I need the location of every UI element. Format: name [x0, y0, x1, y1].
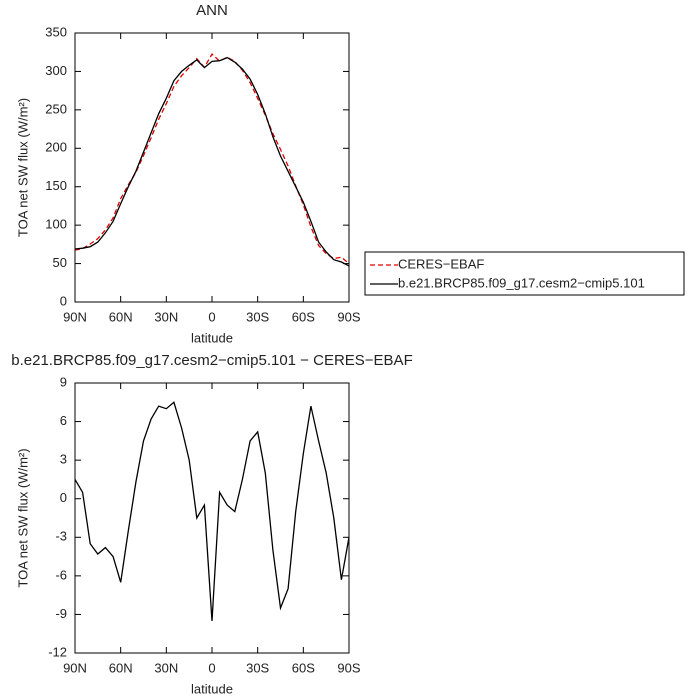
- y-tick-label: 0: [60, 293, 67, 308]
- x-axis-label: latitude: [191, 330, 233, 345]
- x-tick-label: 0: [208, 660, 215, 675]
- y-axis-label: TOA net SW flux (W/m²): [15, 448, 30, 587]
- y-tick-label: 100: [45, 217, 67, 232]
- y-tick-label: -3: [55, 529, 67, 544]
- y-tick-label: -9: [55, 606, 67, 621]
- x-tick-label: 60N: [109, 660, 133, 675]
- y-tick-label: 6: [60, 413, 67, 428]
- y-axis-label: TOA net SW flux (W/m²): [15, 98, 30, 237]
- x-tick-label: 0: [208, 309, 215, 324]
- x-tick-label: 60S: [292, 309, 315, 324]
- plot-frame: [74, 32, 350, 303]
- x-axis-label: latitude: [191, 681, 233, 696]
- y-tick-label: 50: [53, 255, 67, 270]
- chart-title: b.e21.BRCP85.f09_g17.cesm2−cmip5.101 − C…: [11, 352, 412, 369]
- x-tick-label: 30S: [246, 309, 269, 324]
- y-tick-label: 350: [45, 24, 67, 39]
- legend-label: CERES−EBAF: [398, 256, 484, 271]
- x-tick-label: 30N: [154, 660, 178, 675]
- y-tick-label: -6: [55, 567, 67, 582]
- x-tick-label: 90N: [63, 309, 87, 324]
- x-tick-label: 90S: [337, 309, 360, 324]
- plot-frame: [74, 382, 350, 654]
- y-tick-label: 200: [45, 140, 67, 155]
- y-tick-label: -12: [48, 644, 67, 659]
- legend-label: b.e21.BRCP85.f09_g17.cesm2−cmip5.101: [398, 275, 645, 290]
- y-tick-label: 300: [45, 63, 67, 78]
- data-line: [74, 56, 350, 267]
- x-tick-label: 60S: [292, 660, 315, 675]
- y-tick-label: 150: [45, 178, 67, 193]
- chart-title: ANN: [196, 2, 228, 19]
- data-line: [74, 53, 350, 265]
- data-line: [74, 401, 350, 621]
- x-tick-label: 90S: [337, 660, 360, 675]
- x-tick-label: 30S: [246, 660, 269, 675]
- y-tick-label: 250: [45, 101, 67, 116]
- legend-box: [364, 251, 685, 296]
- y-tick-label: 9: [60, 374, 67, 389]
- x-tick-label: 60N: [109, 309, 133, 324]
- y-tick-label: 0: [60, 490, 67, 505]
- x-tick-label: 90N: [63, 660, 87, 675]
- y-tick-label: 3: [60, 452, 67, 467]
- x-tick-label: 30N: [154, 309, 178, 324]
